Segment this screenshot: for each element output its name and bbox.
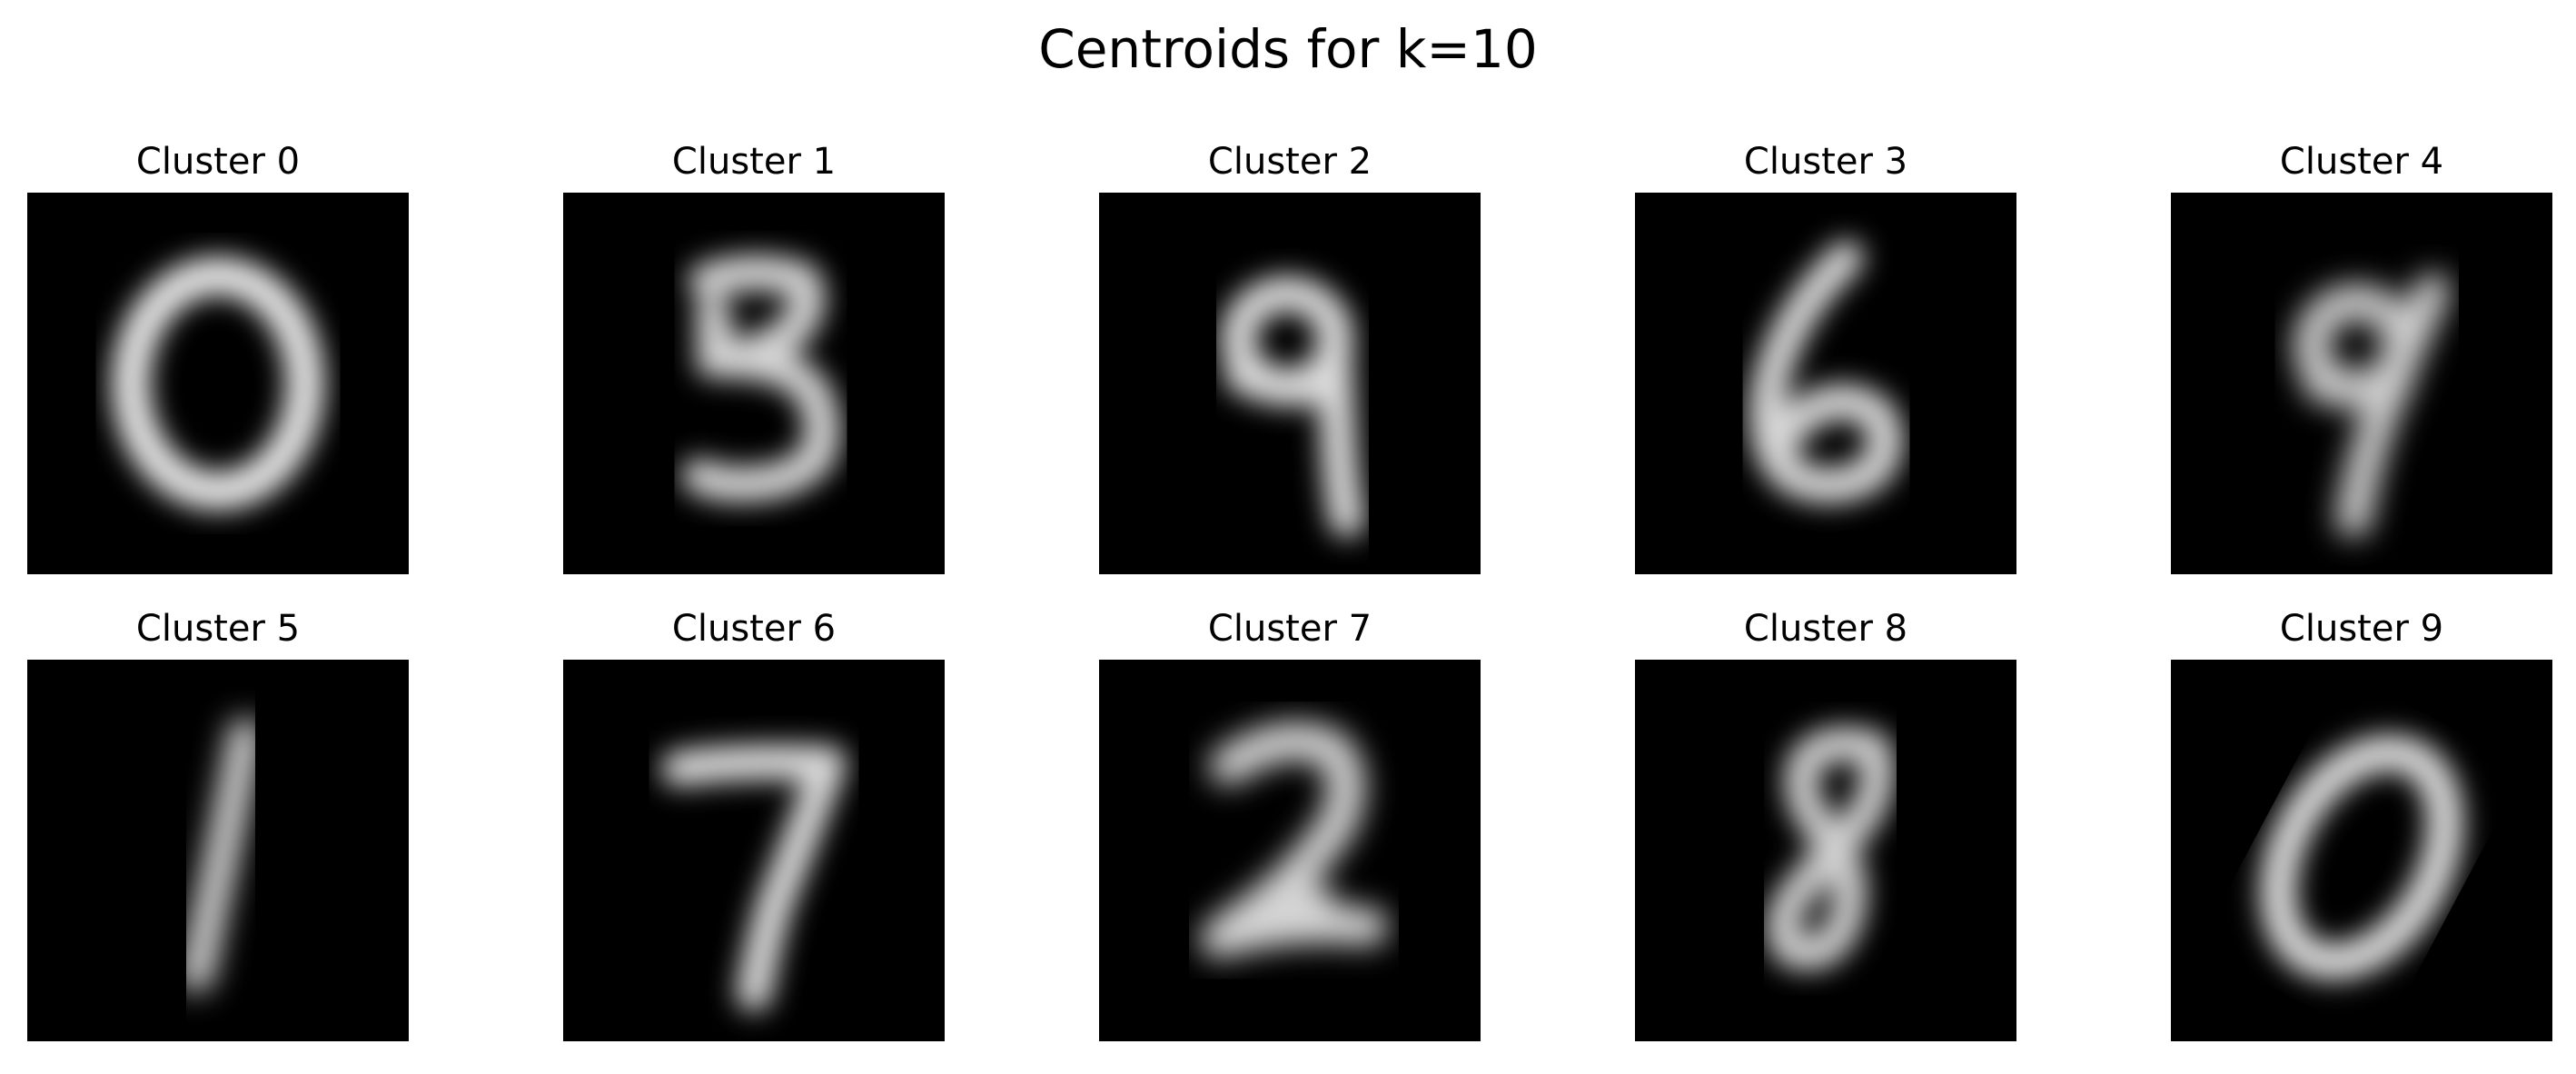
panel-title: Cluster 8: [1599, 603, 2053, 654]
centroid-image-0: [27, 193, 409, 574]
centroid-image-3: [1635, 193, 2016, 574]
panel-title: Cluster 2: [1063, 136, 1517, 187]
panel-title: Cluster 0: [0, 136, 445, 187]
centroid-image-7: [1099, 660, 1481, 1041]
centroid-image-1: [563, 193, 945, 574]
panel-title: Cluster 7: [1063, 603, 1517, 654]
centroid-image-9: [2171, 660, 2552, 1041]
panel-title: Cluster 5: [0, 603, 445, 654]
panel-title: Cluster 9: [2135, 603, 2576, 654]
centroid-image-5: [27, 660, 409, 1041]
centroid-image-4: [2171, 193, 2552, 574]
centroid-image-8: [1635, 660, 2016, 1041]
panel-title: Cluster 6: [527, 603, 981, 654]
centroid-image-6: [563, 660, 945, 1041]
panel-title: Cluster 3: [1599, 136, 2053, 187]
centroid-image-2: [1099, 193, 1481, 574]
panel-title: Cluster 4: [2135, 136, 2576, 187]
figure-title: Centroids for k=10: [0, 13, 2576, 85]
panel-title: Cluster 1: [527, 136, 981, 187]
